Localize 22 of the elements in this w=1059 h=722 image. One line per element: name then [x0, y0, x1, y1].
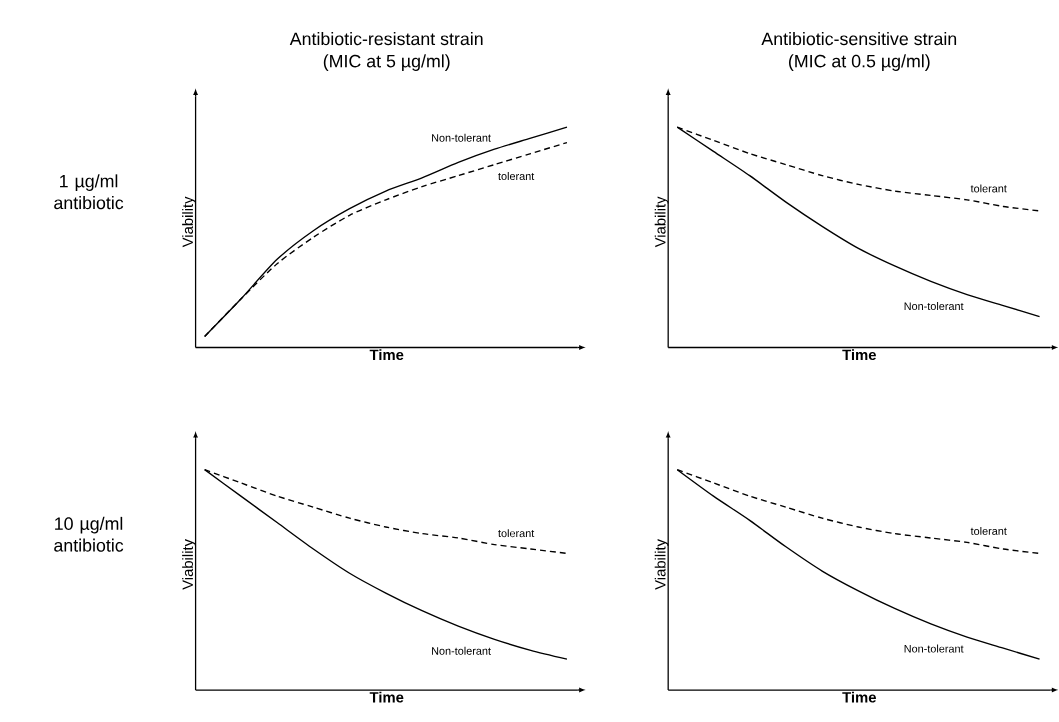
chart-title: Antibiotic-sensitive strain — [761, 32, 957, 46]
x-axis-title: Time — [369, 349, 404, 361]
text: 1 µg/ml antibiotic — [54, 174, 124, 210]
chart-subtitle: (MIC at 5 µg/ml) — [323, 54, 450, 72]
y-axis-title: Viability — [182, 196, 196, 248]
y-axis-title: Viability — [654, 539, 669, 590]
chart-subtitle: (MIC at 0.5 µg/ml) — [788, 54, 930, 72]
series-label: tolerant — [970, 184, 1007, 193]
series-label: Non-tolerant — [432, 133, 491, 142]
x-axis-title: Time — [842, 349, 876, 361]
series-label: Non-tolerant — [432, 646, 491, 655]
series-label: Non-tolerant — [904, 302, 964, 311]
x-axis-title: Time — [842, 691, 876, 703]
series-label: tolerant — [970, 527, 1007, 536]
x-axis-title: Time — [369, 691, 404, 703]
y-axis-title: Viability — [182, 539, 196, 590]
y-axis-title: Viability — [654, 196, 669, 248]
series-label: Non-tolerant — [904, 644, 964, 653]
chart-title: Antibiotic-resistant strain — [289, 32, 483, 46]
text: 10 µg/ml antibiotic — [54, 516, 124, 552]
series-label: tolerant — [498, 529, 535, 538]
series-label: tolerant — [498, 172, 535, 181]
